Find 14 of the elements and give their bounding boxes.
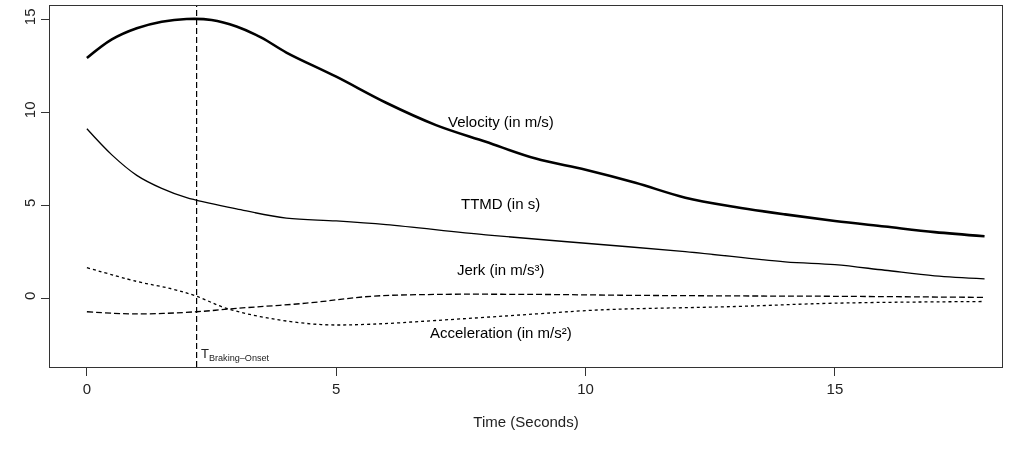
series-label: Acceleration (in m/s²) [430, 324, 572, 341]
x-axis-title: Time (Seconds) [473, 413, 579, 431]
x-tick-label: 0 [82, 380, 92, 398]
series-label: Velocity (in m/s) [448, 113, 554, 130]
x-tick-label: 15 [826, 380, 844, 398]
series-label: TTMD (in s) [461, 195, 541, 212]
y-tick-label: 5 [20, 198, 38, 208]
ref-line-label: T$_{Braking–Onset}$ [201, 346, 270, 363]
y-tick-label: 15 [20, 8, 38, 26]
series-label: Jerk (in m/s³) [457, 261, 545, 278]
y-tick-label: 0 [20, 291, 38, 301]
x-tick-label: 10 [577, 380, 594, 398]
y-tick-label: 10 [20, 101, 38, 119]
x-tick-label: 5 [332, 380, 341, 398]
